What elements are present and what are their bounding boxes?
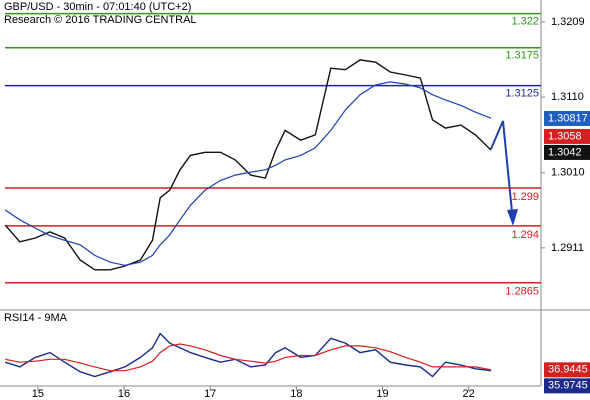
chart-title: GBP/USD - 30min - 07:01:40 (UTC+2) <box>4 1 191 13</box>
projection-arrow <box>490 120 513 213</box>
price-tag <box>544 110 590 126</box>
level-label: 1.2865 <box>505 286 539 298</box>
y-tick-label: 1.3209 <box>551 16 585 28</box>
price-tag <box>544 378 590 394</box>
y-tick-label: 1.3010 <box>551 167 585 179</box>
level-label: 1.322 <box>511 16 539 28</box>
x-tick-label: 18 <box>290 388 302 400</box>
series-line <box>5 343 492 372</box>
price-tag <box>544 144 590 160</box>
price-tag <box>544 128 590 144</box>
x-tick-label: 15 <box>32 388 44 400</box>
level-label: 1.3125 <box>505 88 539 100</box>
arrow-head <box>507 209 518 226</box>
x-tick-label: 17 <box>204 388 216 400</box>
x-tick-label: 19 <box>376 388 388 400</box>
series-line <box>4 59 492 271</box>
price-tag-label: 1.3058 <box>548 130 582 142</box>
price-tag-label: 35.9745 <box>548 380 588 392</box>
level-label: 1.294 <box>511 229 539 241</box>
price-tag-label: 1.30817 <box>548 112 588 124</box>
price-tag <box>544 362 590 378</box>
series-line <box>4 81 492 266</box>
series-line <box>4 332 492 378</box>
panel-title: RSI14 - 9MA <box>4 312 68 324</box>
level-label: 1.3175 <box>505 50 539 62</box>
level-label: 1.299 <box>511 191 539 203</box>
price-tag-label: 1.3042 <box>548 146 582 158</box>
price-tag-label: 36.9445 <box>548 364 588 376</box>
y-tick-label: 1.3110 <box>551 91 584 103</box>
x-tick-label: 16 <box>118 388 130 400</box>
x-tick-label: 22 <box>463 388 475 400</box>
chart-subtitle: Research © 2016 TRADING CENTRAL <box>4 14 197 26</box>
y-tick-label: 1.2911 <box>551 242 584 254</box>
